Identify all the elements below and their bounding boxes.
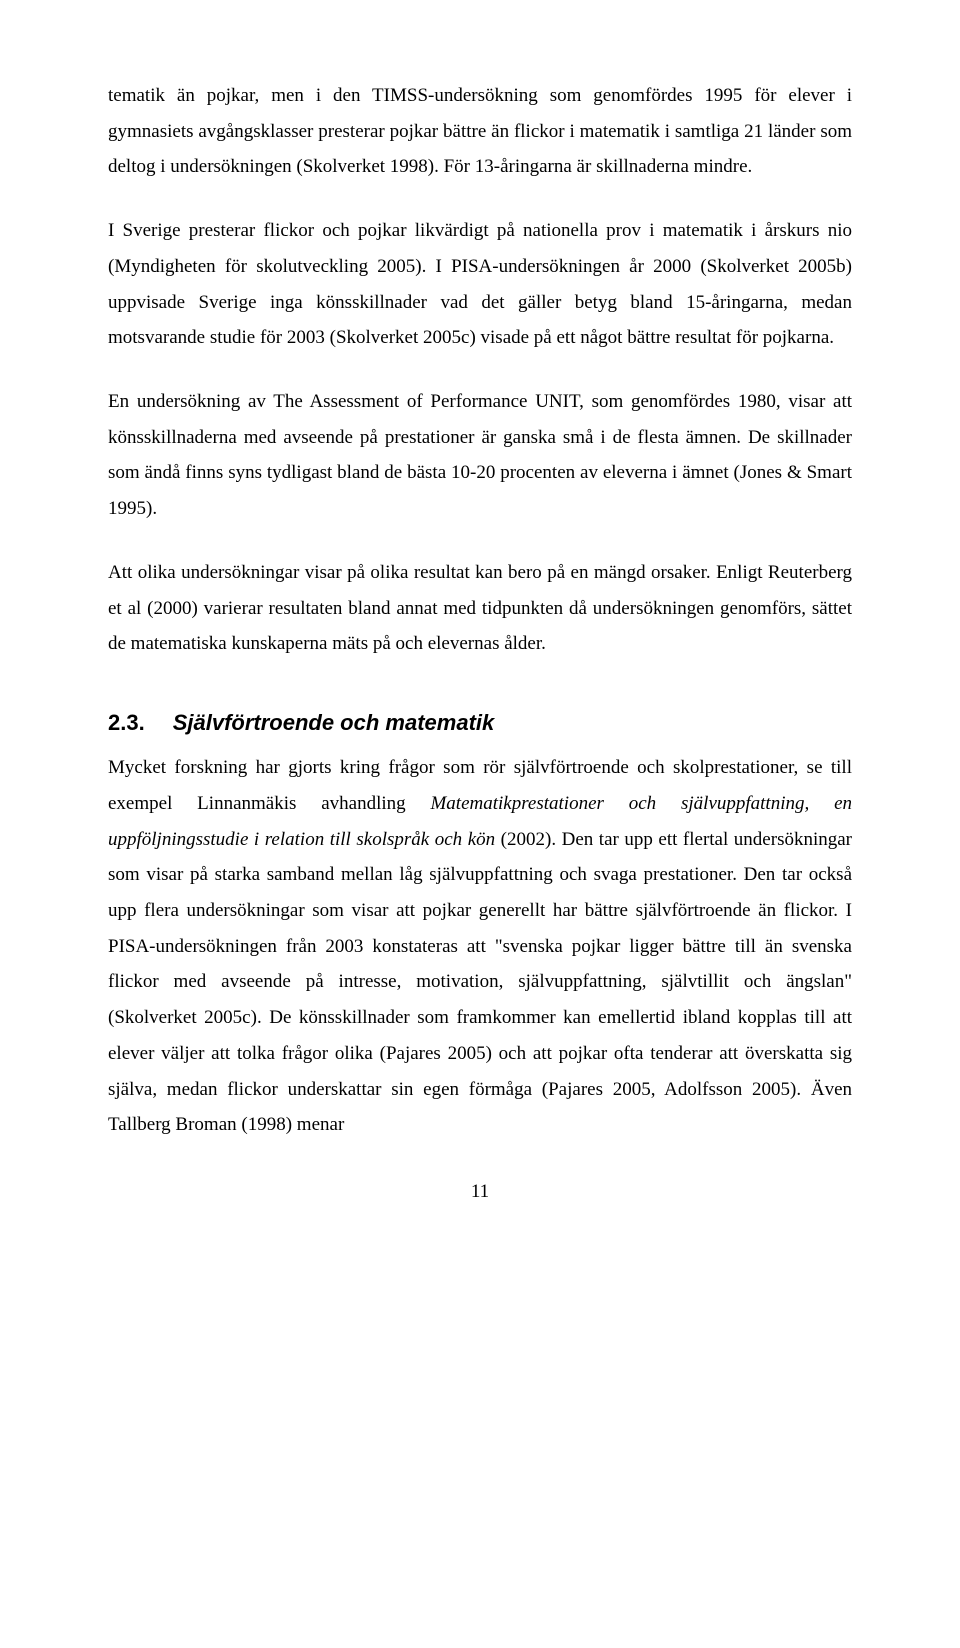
paragraph-2: I Sverige presterar flickor och pojkar l… bbox=[108, 213, 852, 356]
page-container: tematik än pojkar, men i den TIMSS-under… bbox=[0, 0, 960, 1243]
paragraph-4: Att olika undersökningar visar på olika … bbox=[108, 555, 852, 662]
section-number: 2.3. bbox=[108, 710, 145, 735]
section-title: Självförtroende och matematik bbox=[173, 710, 495, 735]
section-heading-2-3: 2.3. Självförtroende och matematik bbox=[108, 710, 852, 736]
paragraph-3: En undersökning av The Assessment of Per… bbox=[108, 384, 852, 527]
paragraph-5-part-b: (2002). Den tar upp ett flertal undersök… bbox=[108, 829, 852, 1136]
paragraph-1: tematik än pojkar, men i den TIMSS-under… bbox=[108, 78, 852, 185]
page-number: 11 bbox=[108, 1181, 852, 1203]
paragraph-5: Mycket forskning har gjorts kring frågor… bbox=[108, 750, 852, 1143]
